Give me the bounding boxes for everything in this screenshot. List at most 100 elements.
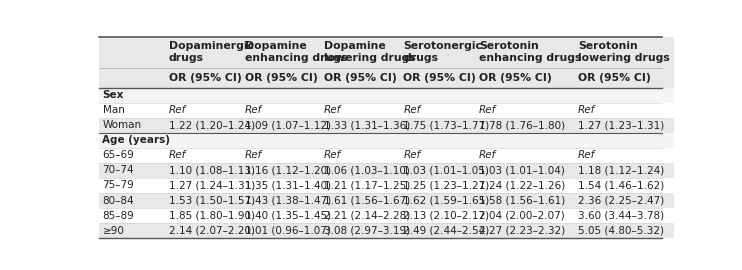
Bar — [475, 118, 574, 133]
Bar — [320, 68, 399, 87]
Text: 1.35 (1.31–1.40): 1.35 (1.31–1.40) — [245, 180, 331, 191]
Text: 1.24 (1.22–1.26): 1.24 (1.22–1.26) — [479, 180, 565, 191]
Text: Age (years): Age (years) — [102, 135, 170, 145]
Bar — [475, 193, 574, 208]
Text: 3.08 (2.97–3.19): 3.08 (2.97–3.19) — [324, 226, 410, 236]
Bar — [99, 36, 165, 68]
Text: Woman: Woman — [102, 120, 142, 130]
Bar — [165, 148, 240, 163]
Text: 1.33 (1.31–1.36): 1.33 (1.31–1.36) — [324, 120, 410, 130]
Text: Serotonin
enhancing drugs: Serotonin enhancing drugs — [479, 41, 582, 63]
Bar — [574, 36, 674, 68]
Bar — [399, 163, 475, 178]
Bar — [165, 133, 240, 148]
Text: Dopamine
lowering drugs: Dopamine lowering drugs — [324, 41, 416, 63]
Text: 3.60 (3.44–3.78): 3.60 (3.44–3.78) — [578, 211, 664, 221]
Bar — [574, 208, 674, 223]
Bar — [99, 148, 165, 163]
Text: 5.05 (4.80–5.32): 5.05 (4.80–5.32) — [578, 226, 664, 236]
Bar — [99, 208, 165, 223]
Text: Ref: Ref — [578, 150, 595, 160]
Text: Sex: Sex — [102, 90, 123, 100]
Bar — [399, 148, 475, 163]
Bar — [399, 133, 475, 148]
Bar — [165, 36, 240, 68]
Bar — [240, 163, 320, 178]
Bar — [240, 87, 320, 103]
Bar — [320, 148, 399, 163]
Text: 1.21 (1.17–1.25): 1.21 (1.17–1.25) — [324, 180, 410, 191]
Bar — [99, 118, 165, 133]
Bar — [240, 68, 320, 87]
Text: Ref: Ref — [404, 105, 421, 115]
Bar — [165, 118, 240, 133]
Bar — [99, 163, 165, 178]
Bar — [165, 68, 240, 87]
Bar — [475, 178, 574, 193]
Bar — [320, 103, 399, 118]
Text: 1.27 (1.24–1.31): 1.27 (1.24–1.31) — [168, 180, 255, 191]
Bar — [399, 68, 475, 87]
Text: 2.13 (2.10–2.17): 2.13 (2.10–2.17) — [404, 211, 490, 221]
Text: 2.36 (2.25–2.47): 2.36 (2.25–2.47) — [578, 195, 664, 205]
Bar — [574, 223, 674, 238]
Text: 1.25 (1.23–1.27): 1.25 (1.23–1.27) — [404, 180, 490, 191]
Bar — [475, 68, 574, 87]
Bar — [475, 103, 574, 118]
Bar — [240, 36, 320, 68]
Bar — [240, 223, 320, 238]
Text: Dopaminergic
drugs: Dopaminergic drugs — [168, 41, 254, 63]
Text: Ref: Ref — [324, 150, 341, 160]
Bar — [320, 193, 399, 208]
Text: 1.54 (1.46–1.62): 1.54 (1.46–1.62) — [578, 180, 664, 191]
Text: ≥90: ≥90 — [102, 226, 125, 236]
Text: 1.16 (1.12–1.20): 1.16 (1.12–1.20) — [245, 166, 331, 176]
Text: 75–79: 75–79 — [102, 180, 134, 191]
Bar — [240, 193, 320, 208]
Text: Ref: Ref — [479, 150, 496, 160]
Bar — [574, 133, 674, 148]
Bar — [475, 87, 574, 103]
Bar — [399, 103, 475, 118]
Text: 1.27 (1.23–1.31): 1.27 (1.23–1.31) — [578, 120, 664, 130]
Text: 70–74: 70–74 — [102, 166, 134, 176]
Bar — [99, 223, 165, 238]
Bar — [240, 133, 320, 148]
Text: 1.03 (1.01–1.05): 1.03 (1.01–1.05) — [404, 166, 489, 176]
Bar — [165, 208, 240, 223]
Bar — [320, 36, 399, 68]
Bar — [399, 193, 475, 208]
Bar — [165, 178, 240, 193]
Bar — [475, 208, 574, 223]
Bar — [99, 193, 165, 208]
Text: 85–89: 85–89 — [102, 211, 134, 221]
Bar — [320, 133, 399, 148]
Text: OR (95% CI): OR (95% CI) — [578, 73, 651, 83]
Text: 1.22 (1.20–1.24): 1.22 (1.20–1.24) — [168, 120, 255, 130]
Text: 1.61 (1.56–1.67): 1.61 (1.56–1.67) — [324, 195, 410, 205]
Bar — [475, 133, 574, 148]
Text: Ref: Ref — [324, 105, 341, 115]
Bar — [165, 163, 240, 178]
Text: 1.03 (1.01–1.04): 1.03 (1.01–1.04) — [479, 166, 565, 176]
Text: 1.53 (1.50–1.57): 1.53 (1.50–1.57) — [168, 195, 255, 205]
Bar — [574, 178, 674, 193]
Text: 1.62 (1.59–1.65): 1.62 (1.59–1.65) — [404, 195, 490, 205]
Text: Ref: Ref — [404, 150, 421, 160]
Bar — [475, 163, 574, 178]
Text: 1.09 (1.07–1.12): 1.09 (1.07–1.12) — [245, 120, 331, 130]
Text: 1.43 (1.38–1.47): 1.43 (1.38–1.47) — [245, 195, 331, 205]
Bar — [320, 118, 399, 133]
Text: OR (95% CI): OR (95% CI) — [404, 73, 476, 83]
Bar — [240, 208, 320, 223]
Bar — [399, 36, 475, 68]
Bar — [399, 87, 475, 103]
Bar — [320, 163, 399, 178]
Text: 1.75 (1.73–1.77): 1.75 (1.73–1.77) — [404, 120, 490, 130]
Text: Dopamine
enhancing drugs: Dopamine enhancing drugs — [245, 41, 347, 63]
Bar — [165, 103, 240, 118]
Text: Man: Man — [102, 105, 125, 115]
Bar — [165, 223, 240, 238]
Text: 1.85 (1.80–1.90): 1.85 (1.80–1.90) — [168, 211, 255, 221]
Bar — [99, 68, 165, 87]
